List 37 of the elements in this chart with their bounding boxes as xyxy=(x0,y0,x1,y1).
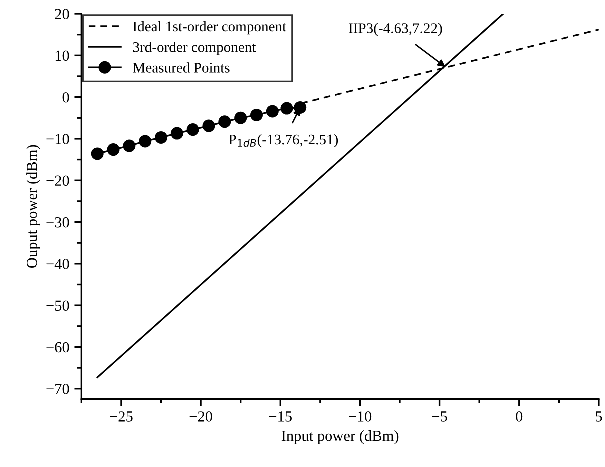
point xyxy=(218,116,232,128)
y-tick-label: −70 xyxy=(46,384,70,394)
point xyxy=(234,112,248,124)
y-tick-label: −20 xyxy=(46,176,70,186)
annotation: P$_{1dB}$(-13.76,-2.51) xyxy=(229,134,338,148)
point xyxy=(170,127,184,140)
x-tick-label: −20 xyxy=(190,412,212,422)
x-tick-label: −10 xyxy=(349,412,372,422)
x-tick-label: 5 xyxy=(596,412,602,422)
y-tick-label: −30 xyxy=(46,217,70,228)
legend-label: Ideal 1st-order component xyxy=(133,21,287,35)
y-tick-label: −60 xyxy=(46,342,70,353)
x-tick-label: 0 xyxy=(516,412,523,422)
y-tick-label: −40 xyxy=(46,259,70,270)
x-tick-label: −5 xyxy=(432,412,448,422)
y-tick-label: 20 xyxy=(55,9,70,20)
point xyxy=(250,108,264,122)
y-axis-title: Ouput power (dBm) xyxy=(26,145,40,268)
point xyxy=(107,144,120,156)
point xyxy=(280,102,294,115)
y-tick-label: −10 xyxy=(46,134,70,144)
legend-label: 3rd-order component xyxy=(133,42,256,56)
point xyxy=(155,131,168,144)
y-tick-label: 0 xyxy=(62,92,70,103)
y-tick-label: 10 xyxy=(56,50,70,62)
point xyxy=(139,135,152,148)
point xyxy=(91,148,104,160)
y-tick-label: −50 xyxy=(46,300,70,312)
point xyxy=(202,120,216,132)
point xyxy=(266,105,279,118)
annotation: IIP3(-4.63,7.22) xyxy=(349,23,442,36)
legend-label: Measured Points xyxy=(133,62,230,73)
point xyxy=(186,124,200,136)
x-tick-label: −25 xyxy=(110,412,133,422)
x-tick-label: −15 xyxy=(269,412,292,422)
point xyxy=(123,140,136,152)
x-axis-title: Input power (dBm) xyxy=(282,430,399,444)
